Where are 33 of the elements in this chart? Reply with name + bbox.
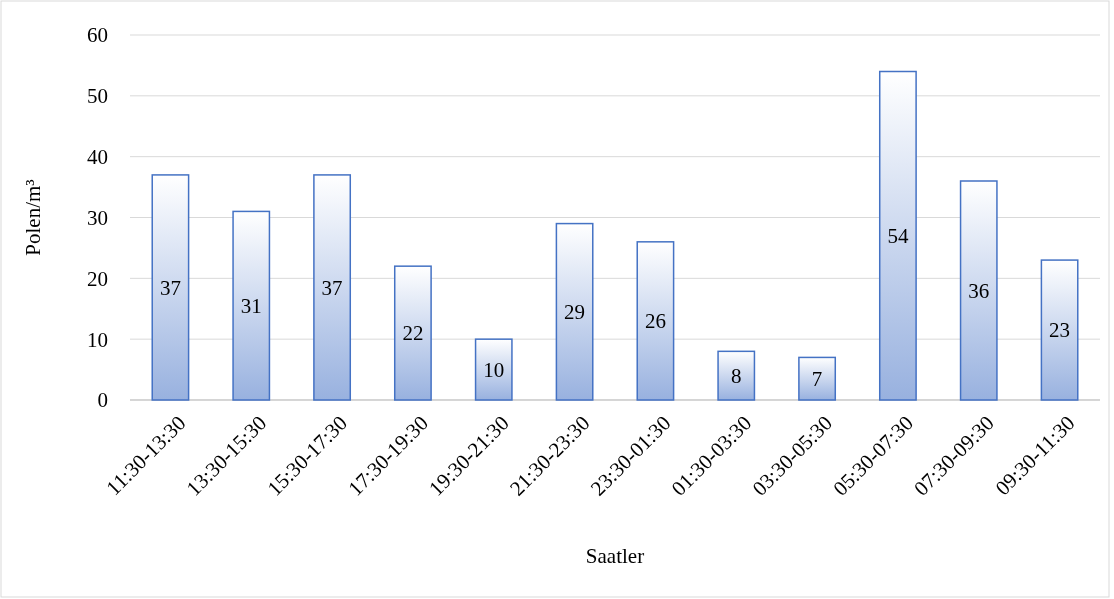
bar (393, 265, 432, 401)
y-tick-label: 10 (87, 327, 108, 352)
data-label: 22 (402, 321, 424, 346)
data-label: 36 (968, 278, 990, 303)
data-label: 29 (564, 300, 586, 325)
y-tick-label: 50 (87, 84, 108, 109)
bar (959, 180, 998, 401)
data-label: 7 (811, 367, 823, 392)
bar (1040, 259, 1079, 401)
y-axis-title: Polen/m³ (21, 179, 45, 256)
data-label: 10 (483, 357, 505, 382)
bar (636, 241, 675, 401)
data-label: 54 (887, 224, 909, 249)
data-label: 37 (159, 275, 181, 300)
y-tick-label: 30 (87, 205, 108, 230)
bar (555, 222, 594, 401)
bar (313, 174, 352, 401)
bar (717, 350, 756, 401)
bar (232, 210, 271, 401)
y-tick-label: 20 (87, 266, 108, 291)
y-tick-label: 60 (87, 23, 108, 48)
bar (798, 356, 837, 401)
data-label: 37 (321, 275, 343, 300)
data-label: 26 (644, 309, 666, 334)
y-tick-label: 0 (97, 388, 108, 413)
data-label: 23 (1049, 318, 1071, 343)
bar (474, 338, 513, 401)
bar (151, 174, 190, 401)
data-label: 8 (731, 364, 742, 389)
x-axis-title: Saatler (585, 544, 645, 568)
data-label: 31 (240, 294, 262, 319)
bar (878, 70, 917, 401)
y-tick-label: 40 (87, 145, 108, 170)
